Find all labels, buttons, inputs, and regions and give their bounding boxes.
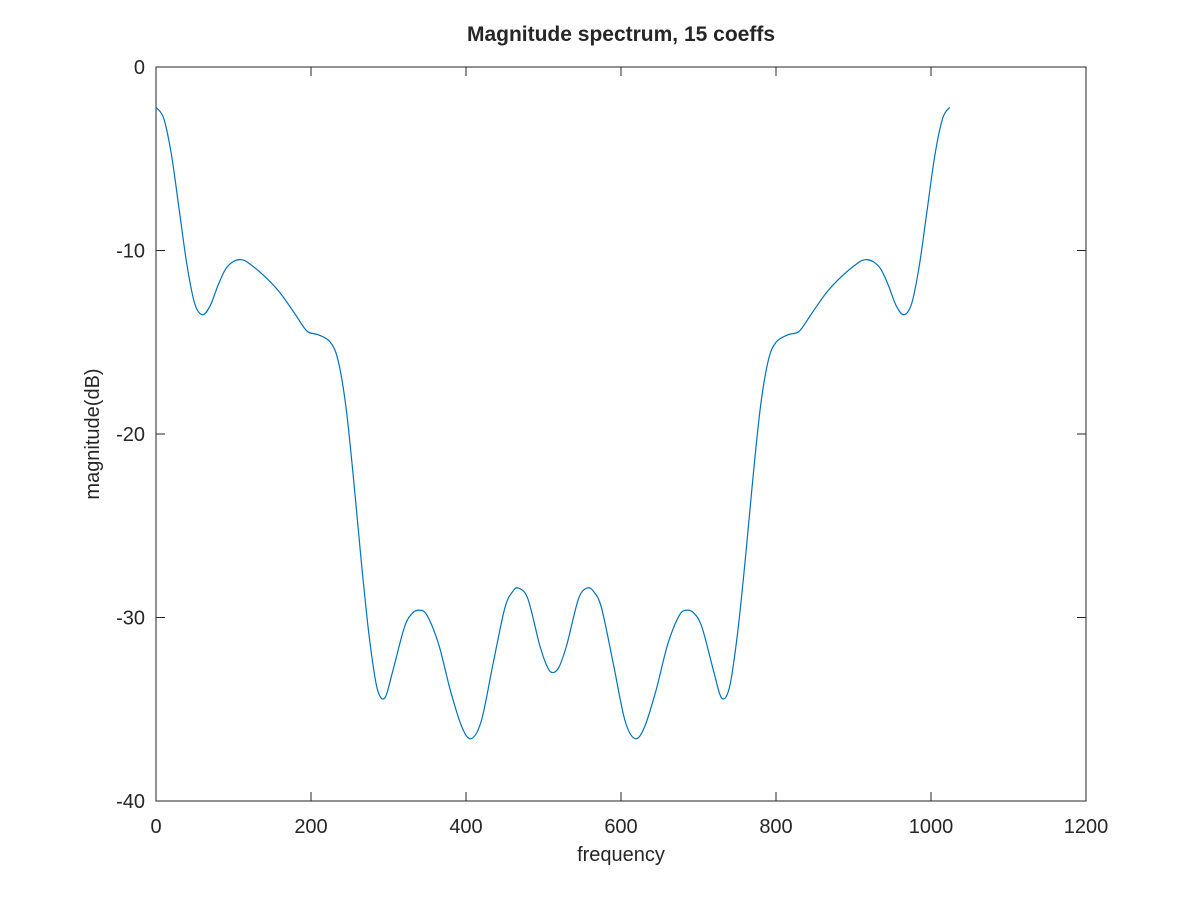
x-axis-label: frequency [577, 844, 665, 866]
chart-title: Magnitude spectrum, 15 coeffs [467, 23, 775, 46]
y-axis-label: magnitude(dB) [82, 368, 104, 499]
y-tick-label: -10 [116, 241, 145, 263]
series-line-0 [155, 106, 951, 740]
x-tick-label: 1000 [909, 816, 954, 838]
x-tick-label: 200 [294, 816, 327, 838]
plot-area: 0 200 400 600 800 1000 1200 0 -10 -20 -30 -40 [116, 57, 1108, 838]
x-tick-label: 1200 [1064, 816, 1109, 838]
x-tick-label: 800 [759, 816, 792, 838]
y-tick-label: -20 [116, 424, 145, 446]
x-axis-ticks: 0 200 400 600 800 1000 1200 [150, 67, 1108, 838]
x-tick-label: 400 [449, 816, 482, 838]
y-tick-label: 0 [134, 57, 145, 79]
x-tick-label: 0 [150, 816, 161, 838]
y-tick-label: -40 [116, 791, 145, 813]
series-layer [155, 106, 951, 740]
axes-box [155, 66, 1087, 802]
y-axis-ticks: 0 -10 -20 -30 -40 [116, 57, 1086, 813]
x-tick-label: 600 [604, 816, 637, 838]
y-tick-label: -30 [116, 608, 145, 630]
